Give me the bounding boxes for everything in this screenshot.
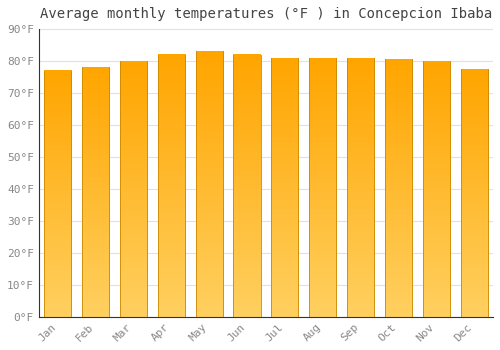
Title: Average monthly temperatures (°F ) in Concepcion Ibaba: Average monthly temperatures (°F ) in Co… — [40, 7, 492, 21]
